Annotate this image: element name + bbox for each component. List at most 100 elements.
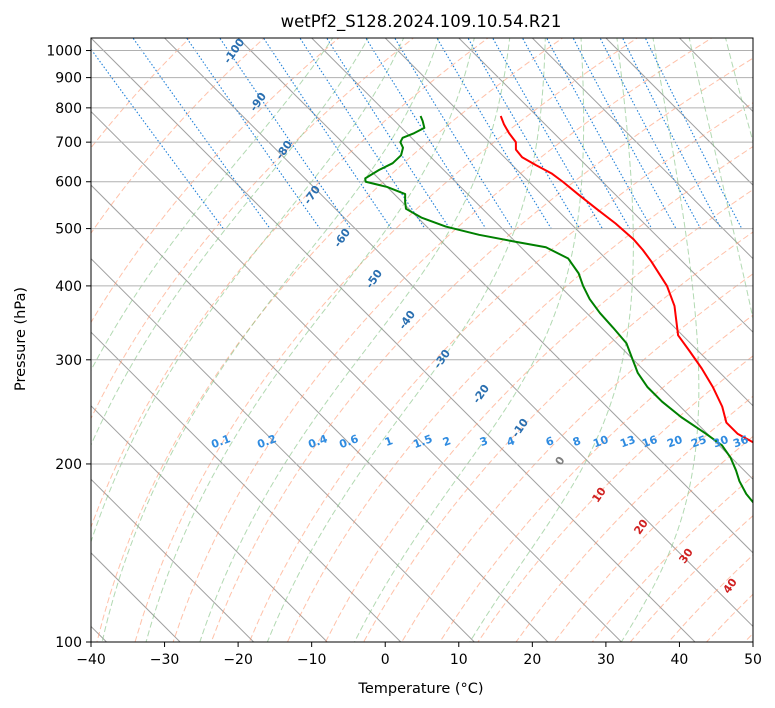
dry-adiabat-label: -30	[431, 347, 453, 371]
mixing-ratio-line	[644, 38, 743, 229]
isotherm-line	[384, 38, 753, 407]
mixing-ratio-line	[185, 38, 321, 229]
y-tick-label: 100	[55, 635, 82, 651]
mixing-ratio-label: 0.4	[306, 432, 329, 451]
y-tick-label: 1000	[46, 44, 82, 60]
dry-adiabat-label: 20	[631, 517, 651, 537]
temperature-profile-line	[499, 115, 753, 444]
plot-clip-group	[0, 26, 753, 669]
dry-adiabat-line	[96, 38, 564, 642]
mixing-ratio-line	[572, 38, 677, 229]
dry-adiabat-line	[401, 273, 753, 642]
mixing-ratio-label: 2	[441, 434, 453, 449]
isotherm-line	[91, 257, 476, 642]
dry-adiabat-line	[91, 38, 489, 529]
dry-adiabat-line	[553, 435, 753, 642]
isotherm-line	[678, 38, 753, 113]
dry-adiabat-line	[172, 38, 713, 642]
mixing-ratio-line	[365, 38, 487, 229]
moist-adiabat-line	[101, 38, 440, 642]
mixing-ratio-line	[467, 38, 581, 229]
mixing-ratio-label: 25	[689, 433, 708, 450]
y-axis-label: Pressure (hPa)	[13, 287, 29, 391]
mixing-ratio-line	[132, 38, 271, 229]
x-tick-label: −30	[150, 652, 180, 668]
x-tick-label: 50	[744, 652, 762, 668]
x-tick-label: 30	[597, 652, 615, 668]
x-tick-label: −20	[223, 652, 253, 668]
chart-title: wetPf2_S128.2024.109.10.54.R21	[281, 12, 562, 32]
mixing-ratio-line	[326, 38, 451, 229]
dry-adiabat-line	[439, 314, 753, 642]
mixing-ratio-label: 0.1	[209, 432, 232, 451]
mixing-ratio-label: 0.2	[255, 432, 278, 451]
isotherm-line	[0, 26, 60, 669]
y-tick-label: 400	[55, 279, 82, 295]
dry-adiabat-line	[363, 231, 753, 642]
mixing-ratio-label: 3	[478, 434, 490, 449]
isotherm-line	[91, 331, 402, 642]
x-tick-label: 0	[381, 652, 390, 668]
plot-area: -100-90-80-70-60-50-40-30-20-10010203040…	[0, 26, 754, 669]
mixing-ratio-line	[394, 38, 513, 229]
dry-adiabat-line	[210, 57, 753, 642]
mixing-ratio-label: 8	[571, 434, 583, 449]
y-tick-label: 200	[55, 457, 82, 473]
mixing-ratio-label: 30	[711, 433, 730, 451]
y-tick-label: 600	[55, 175, 82, 191]
dry-adiabat-line	[91, 38, 265, 235]
isotherm-line	[91, 110, 623, 642]
mixing-ratio-label: 10	[591, 433, 610, 451]
mixing-ratio-label: 13	[618, 433, 637, 450]
moist-adiabat-line	[266, 38, 546, 642]
isotherm-line	[91, 478, 255, 642]
mixing-ratio-label: 1.5	[411, 432, 434, 451]
dry-adiabat-line	[325, 189, 753, 642]
dry-adiabat-line	[286, 145, 753, 642]
mixing-ratio-label: 1	[383, 434, 395, 449]
moist-adiabat-line	[145, 38, 475, 642]
mixing-ratio-label: 20	[665, 433, 684, 451]
dry-adiabat-label: 40	[720, 576, 740, 596]
mixing-ratio-line	[599, 38, 702, 229]
dry-adiabat-line	[134, 38, 639, 642]
isotherm-line	[458, 38, 753, 333]
isotherm-line	[163, 38, 753, 628]
x-tick-label: −10	[297, 652, 327, 668]
dry-adiabat-line	[91, 38, 415, 420]
moist-adiabat-line	[354, 38, 585, 642]
y-tick-label: 700	[55, 135, 82, 151]
moist-adiabat-line	[725, 38, 753, 144]
y-tick-label: 300	[55, 353, 82, 369]
x-tick-label: 20	[523, 652, 541, 668]
isotherm-line	[91, 184, 549, 642]
mixing-ratio-label: 0.6	[337, 432, 360, 451]
isotherm-line	[752, 38, 753, 39]
y-tick-label: 500	[55, 222, 82, 238]
dry-adiabat-label: 10	[589, 485, 609, 505]
isotherm-line	[91, 405, 328, 642]
mixing-ratio-line	[262, 38, 392, 229]
dry-adiabat-label: -20	[470, 382, 492, 406]
moist-adiabat-line	[91, 38, 334, 372]
x-tick-label: 10	[450, 652, 468, 668]
mixing-ratio-label: 16	[640, 433, 659, 451]
dry-adiabat-label: -90	[247, 90, 269, 114]
mixing-ratio-label: 36	[731, 433, 750, 451]
moist-adiabat-line	[91, 38, 405, 544]
dry-adiabat-label: 0	[553, 454, 568, 468]
axis-ticks: −40 −30 −20 −10 0 10 20 30 40 5010009008007006005…	[46, 44, 762, 668]
plot-frame	[90, 37, 754, 643]
moist-adiabat-line	[620, 38, 700, 642]
x-tick-label: 40	[671, 652, 689, 668]
dry-adiabat-line	[248, 102, 753, 642]
y-tick-label: 800	[55, 101, 82, 117]
mixing-ratio-line	[299, 38, 426, 229]
mixing-ratio-label: 4	[505, 434, 517, 449]
mixing-ratio-line	[91, 48, 224, 229]
dry-adiabat-label: 30	[676, 546, 696, 566]
mixing-ratio-label: 6	[544, 434, 556, 449]
moist-adiabat-line	[469, 38, 634, 642]
isotherm-line	[91, 552, 181, 642]
